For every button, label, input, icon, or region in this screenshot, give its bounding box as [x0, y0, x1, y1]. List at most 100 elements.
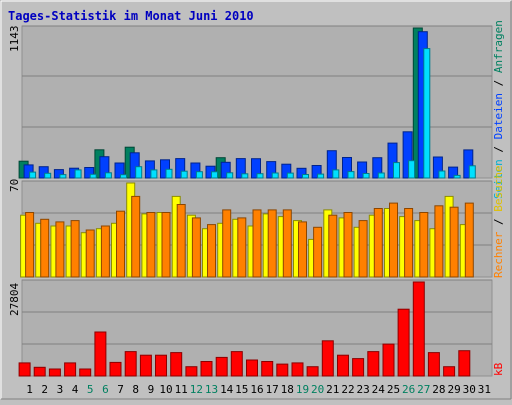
day-label-17: 17	[266, 383, 279, 396]
day-label-13: 13	[205, 383, 218, 396]
bar-kb-day-28	[427, 352, 440, 377]
bar-dateien-day-1	[23, 164, 34, 179]
bar-dateien-day-16	[251, 158, 261, 179]
bar-kb-day-3	[48, 368, 61, 377]
bar-rechner-day-20	[313, 226, 323, 278]
day-label-30: 30	[463, 383, 476, 396]
bar-rechner-day-10	[161, 212, 171, 278]
bar-seiten-day-8	[135, 166, 143, 179]
bar-dateien-day-28	[432, 156, 443, 179]
day-label-26: 26	[402, 383, 415, 396]
bar-seiten-day-18	[286, 172, 294, 179]
bar-kb-day-19	[291, 362, 304, 377]
bar-seiten-day-26	[408, 160, 416, 179]
bar-kb-day-27	[412, 281, 425, 377]
bar-dateien-day-26	[402, 131, 413, 179]
bar-seiten-day-1	[29, 171, 37, 179]
bar-dateien-day-12	[190, 162, 201, 179]
bar-seiten-day-17	[271, 172, 279, 179]
bar-dateien-day-2	[38, 166, 49, 179]
legend-pages-files-hits: Seiten / Dateien / Anfragen	[492, 20, 505, 199]
bar-dateien-day-11	[175, 158, 186, 179]
bar-kb-day-15	[230, 351, 243, 377]
bar-seiten-day-6	[104, 172, 112, 179]
bar-seiten-day-30	[468, 165, 476, 179]
legend-visits-hosts: Rechner / Besuche	[492, 165, 505, 278]
bar-kb-day-8	[124, 351, 137, 377]
bar-dateien-day-5	[84, 167, 95, 179]
day-label-2: 2	[41, 383, 48, 396]
bar-kb-day-14	[215, 356, 228, 377]
legend-kb: kB	[492, 362, 505, 376]
bar-rechner-day-9	[146, 212, 156, 278]
bar-seiten-day-9	[150, 169, 158, 179]
bar-seiten-day-24	[377, 172, 385, 179]
bar-dateien-day-25	[387, 142, 398, 179]
bar-dateien-day-15	[235, 158, 246, 179]
bar-rechner-day-15	[237, 217, 247, 278]
bar-rechner-day-8	[131, 195, 141, 278]
bar-rechner-day-13	[207, 224, 216, 278]
day-label-25: 25	[387, 383, 400, 396]
bar-seiten-day-27	[423, 48, 431, 179]
bar-rechner-day-2	[40, 218, 50, 278]
bar-rechner-day-26	[404, 208, 414, 278]
day-label-6: 6	[102, 383, 109, 396]
day-label-16: 16	[250, 383, 263, 396]
bar-kb-day-30	[458, 350, 471, 377]
legend-hits: Anfragen	[492, 20, 505, 73]
bar-seiten-day-11	[180, 170, 188, 179]
bar-kb-day-11	[170, 352, 183, 377]
bar-dateien-day-19	[296, 167, 307, 179]
bar-dateien-day-23	[357, 161, 368, 179]
day-label-7: 7	[117, 383, 124, 396]
bar-dateien-day-6	[99, 156, 110, 179]
day-label-3: 3	[57, 383, 64, 396]
bar-seiten-day-13	[211, 171, 218, 179]
bar-seiten-day-28	[438, 170, 446, 179]
day-label-20: 20	[311, 383, 324, 396]
bar-seiten-day-25	[393, 162, 400, 179]
day-label-28: 28	[432, 383, 445, 396]
day-label-1: 1	[26, 383, 33, 396]
max-label-kb: 27804	[8, 283, 21, 316]
day-label-19: 19	[296, 383, 309, 396]
bar-dateien-day-20	[311, 165, 322, 179]
day-label-8: 8	[132, 383, 139, 396]
bar-rechner-day-21	[328, 214, 338, 278]
bar-kb-day-7	[109, 361, 122, 377]
bar-dateien-day-3	[53, 169, 64, 179]
bar-kb-day-12	[185, 366, 198, 377]
bar-kb-day-18	[276, 363, 289, 377]
bar-kb-day-25	[382, 343, 395, 377]
bars-visits-hosts	[20, 182, 474, 278]
bar-dateien-day-17	[266, 161, 277, 179]
bar-rechner-day-27	[419, 212, 429, 278]
bar-rechner-day-23	[358, 220, 368, 278]
max-label-hits: 1143	[8, 26, 21, 53]
bar-kb-day-24	[367, 351, 380, 377]
bar-dateien-day-30	[463, 149, 474, 179]
bar-kb-day-17	[261, 361, 274, 377]
day-label-27: 27	[417, 383, 430, 396]
bar-kb-day-1	[18, 362, 31, 377]
bar-kb-day-22	[337, 354, 349, 377]
bar-rechner-day-7	[116, 210, 125, 278]
bar-seiten-day-2	[44, 172, 52, 179]
bar-dateien-day-14	[220, 161, 231, 179]
legend-hosts: Rechner	[492, 231, 505, 278]
bar-kb-day-6	[94, 331, 107, 377]
day-label-4: 4	[72, 383, 79, 396]
day-label-23: 23	[356, 383, 369, 396]
bar-seiten-day-29	[453, 174, 461, 179]
legend-files: Dateien	[492, 93, 505, 139]
bar-kb-day-5	[79, 368, 92, 377]
bar-rechner-day-30	[464, 202, 474, 278]
bar-rechner-day-4	[70, 220, 80, 278]
bar-rechner-day-19	[298, 221, 307, 278]
bar-kb-day-21	[321, 340, 334, 377]
bar-rechner-day-18	[282, 209, 292, 278]
day-label-11: 11	[175, 383, 188, 396]
